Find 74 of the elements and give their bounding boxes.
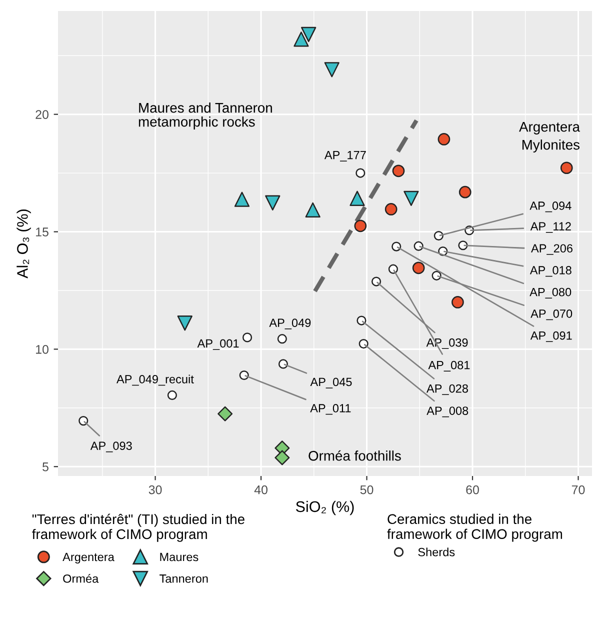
point [434, 230, 444, 241]
point [458, 186, 472, 198]
point [354, 220, 367, 232]
y-tick-label: 15 [36, 228, 48, 236]
point [458, 240, 468, 250]
point [277, 334, 287, 344]
annotation: AP_049 [269, 318, 311, 330]
point [294, 32, 309, 47]
annotation: AP_001 [197, 339, 239, 350]
annotation: AP_011 [310, 404, 351, 415]
x-tick-label: 70 [572, 485, 585, 494]
annotation: AP_177 [324, 150, 366, 162]
annotation: AP_045 [310, 378, 352, 388]
point [356, 168, 366, 178]
point [242, 332, 252, 342]
annotation: AP_049_recuit [116, 374, 194, 386]
annotation: Argentera Mylonites [519, 122, 580, 152]
annotation: AP_008 [426, 406, 468, 418]
text: Ceramics studied in the framework of CIMO program [387, 514, 562, 542]
x-tick-label: 50 [360, 485, 374, 494]
point [371, 276, 382, 286]
annotation: Orméa foothills [308, 450, 401, 461]
annotation: AP_081 [428, 360, 470, 372]
annotation: AP_028 [426, 384, 468, 395]
annotation: AP_080 [530, 288, 572, 298]
x-tick-label: 30 [148, 485, 162, 494]
point [324, 62, 340, 78]
point [177, 316, 192, 331]
point [305, 202, 320, 218]
point [301, 26, 316, 42]
point [384, 203, 398, 216]
annotation: Maures and Tanneron metamorphic rocks [138, 102, 272, 130]
y-tick-label: 20 [36, 110, 48, 119]
point [239, 370, 249, 380]
x-tick-label: 40 [254, 485, 268, 494]
annotation: AP_206 [531, 244, 572, 255]
y-axis-title: Al₂ O₃ (%) [16, 210, 31, 278]
x-tick-label: 60 [466, 485, 479, 494]
legend-label: Argentera [62, 552, 114, 564]
point [414, 241, 424, 251]
point [388, 264, 398, 274]
point [78, 416, 88, 426]
annotation: AP_039 [426, 338, 468, 349]
point [218, 406, 233, 422]
y-tick-label: 10 [36, 344, 48, 354]
point [432, 270, 442, 280]
point [167, 390, 177, 400]
point [452, 296, 464, 308]
annotation: AP_091 [530, 331, 572, 342]
annotation: AP_018 [530, 266, 572, 277]
point [392, 164, 405, 178]
point [412, 262, 425, 274]
point [358, 338, 368, 349]
point [350, 190, 365, 206]
point [438, 133, 450, 146]
point [392, 242, 402, 252]
point [278, 359, 288, 369]
legend-label: Maures [160, 552, 198, 562]
x-axis-title: SiO₂ (%) [296, 500, 354, 516]
point [560, 162, 573, 174]
text: "Terres d'intérêt" (TI) studied in the framework of CIMO program [32, 514, 244, 542]
legend-label: Sherds [418, 548, 455, 556]
point [274, 450, 290, 466]
annotation: AP_112 [530, 222, 571, 233]
point [356, 316, 366, 326]
annotation: AP_070 [530, 309, 572, 320]
legend-label: Orméa [63, 574, 99, 583]
legend-label: Tanneron [160, 574, 208, 583]
annotation: AP_094 [530, 202, 572, 212]
point [234, 192, 250, 207]
annotation: AP_093 [90, 442, 132, 452]
y-tick-label: 5 [42, 462, 48, 472]
point [265, 195, 280, 210]
point [404, 190, 419, 206]
